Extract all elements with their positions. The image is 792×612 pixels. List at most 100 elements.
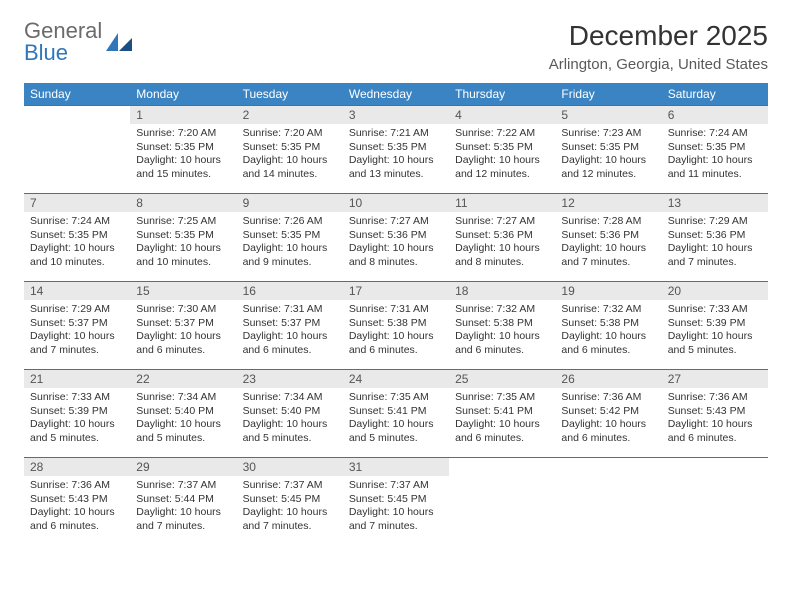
calendar-cell: 30Sunrise: 7:37 AMSunset: 5:45 PMDayligh… xyxy=(237,458,343,546)
sail-icon xyxy=(106,33,132,51)
calendar-cell: 31Sunrise: 7:37 AMSunset: 5:45 PMDayligh… xyxy=(343,458,449,546)
day-number: 16 xyxy=(237,282,343,300)
calendar-week-row: 21Sunrise: 7:33 AMSunset: 5:39 PMDayligh… xyxy=(24,370,768,458)
day-details: Sunrise: 7:35 AMSunset: 5:41 PMDaylight:… xyxy=(449,388,555,450)
calendar-cell: 23Sunrise: 7:34 AMSunset: 5:40 PMDayligh… xyxy=(237,370,343,458)
day-header: Wednesday xyxy=(343,83,449,106)
day-details: Sunrise: 7:21 AMSunset: 5:35 PMDaylight:… xyxy=(343,124,449,186)
calendar-cell: 16Sunrise: 7:31 AMSunset: 5:37 PMDayligh… xyxy=(237,282,343,370)
day-details: Sunrise: 7:27 AMSunset: 5:36 PMDaylight:… xyxy=(343,212,449,274)
day-header: Thursday xyxy=(449,83,555,106)
calendar-cell: 3Sunrise: 7:21 AMSunset: 5:35 PMDaylight… xyxy=(343,106,449,194)
day-details: Sunrise: 7:35 AMSunset: 5:41 PMDaylight:… xyxy=(343,388,449,450)
day-number: 8 xyxy=(130,194,236,212)
day-details: Sunrise: 7:37 AMSunset: 5:45 PMDaylight:… xyxy=(343,476,449,538)
day-number: 6 xyxy=(662,106,768,124)
calendar-table: Sunday Monday Tuesday Wednesday Thursday… xyxy=(24,83,768,546)
day-details: Sunrise: 7:33 AMSunset: 5:39 PMDaylight:… xyxy=(662,300,768,362)
day-number: 12 xyxy=(555,194,661,212)
day-details: Sunrise: 7:22 AMSunset: 5:35 PMDaylight:… xyxy=(449,124,555,186)
calendar-cell: 2Sunrise: 7:20 AMSunset: 5:35 PMDaylight… xyxy=(237,106,343,194)
day-header: Tuesday xyxy=(237,83,343,106)
calendar-week-row: . 1Sunrise: 7:20 AMSunset: 5:35 PMDaylig… xyxy=(24,106,768,194)
day-header: Friday xyxy=(555,83,661,106)
day-details: Sunrise: 7:26 AMSunset: 5:35 PMDaylight:… xyxy=(237,212,343,274)
calendar-cell: 21Sunrise: 7:33 AMSunset: 5:39 PMDayligh… xyxy=(24,370,130,458)
day-details: Sunrise: 7:31 AMSunset: 5:38 PMDaylight:… xyxy=(343,300,449,362)
calendar-cell: 11Sunrise: 7:27 AMSunset: 5:36 PMDayligh… xyxy=(449,194,555,282)
day-number: 20 xyxy=(662,282,768,300)
brand-word2: Blue xyxy=(24,40,68,65)
day-number: 24 xyxy=(343,370,449,388)
day-details: Sunrise: 7:20 AMSunset: 5:35 PMDaylight:… xyxy=(130,124,236,186)
calendar-cell: . xyxy=(24,106,130,194)
day-number: 17 xyxy=(343,282,449,300)
title-block: December 2025 Arlington, Georgia, United… xyxy=(549,20,768,73)
day-details: Sunrise: 7:25 AMSunset: 5:35 PMDaylight:… xyxy=(130,212,236,274)
calendar-cell: 29Sunrise: 7:37 AMSunset: 5:44 PMDayligh… xyxy=(130,458,236,546)
day-number: 31 xyxy=(343,458,449,476)
location-text: Arlington, Georgia, United States xyxy=(549,56,768,73)
day-details: Sunrise: 7:37 AMSunset: 5:44 PMDaylight:… xyxy=(130,476,236,538)
day-details: Sunrise: 7:27 AMSunset: 5:36 PMDaylight:… xyxy=(449,212,555,274)
page-header: General Blue December 2025 Arlington, Ge… xyxy=(24,20,768,73)
day-number: 7 xyxy=(24,194,130,212)
day-number: 27 xyxy=(662,370,768,388)
calendar-week-row: 14Sunrise: 7:29 AMSunset: 5:37 PMDayligh… xyxy=(24,282,768,370)
calendar-cell: 14Sunrise: 7:29 AMSunset: 5:37 PMDayligh… xyxy=(24,282,130,370)
day-details: Sunrise: 7:31 AMSunset: 5:37 PMDaylight:… xyxy=(237,300,343,362)
calendar-cell: 24Sunrise: 7:35 AMSunset: 5:41 PMDayligh… xyxy=(343,370,449,458)
day-number: 2 xyxy=(237,106,343,124)
day-details: Sunrise: 7:34 AMSunset: 5:40 PMDaylight:… xyxy=(237,388,343,450)
calendar-cell: 4Sunrise: 7:22 AMSunset: 5:35 PMDaylight… xyxy=(449,106,555,194)
brand-logo: General Blue xyxy=(24,20,132,64)
day-details: Sunrise: 7:24 AMSunset: 5:35 PMDaylight:… xyxy=(662,124,768,186)
calendar-cell: . xyxy=(662,458,768,546)
day-details: Sunrise: 7:33 AMSunset: 5:39 PMDaylight:… xyxy=(24,388,130,450)
day-header: Sunday xyxy=(24,83,130,106)
day-number: 5 xyxy=(555,106,661,124)
calendar-cell: 18Sunrise: 7:32 AMSunset: 5:38 PMDayligh… xyxy=(449,282,555,370)
day-number: 18 xyxy=(449,282,555,300)
day-details: Sunrise: 7:29 AMSunset: 5:36 PMDaylight:… xyxy=(662,212,768,274)
day-number: 15 xyxy=(130,282,236,300)
day-number: 25 xyxy=(449,370,555,388)
calendar-cell: 10Sunrise: 7:27 AMSunset: 5:36 PMDayligh… xyxy=(343,194,449,282)
day-number: 29 xyxy=(130,458,236,476)
calendar-cell: 25Sunrise: 7:35 AMSunset: 5:41 PMDayligh… xyxy=(449,370,555,458)
day-number: 3 xyxy=(343,106,449,124)
day-number: 26 xyxy=(555,370,661,388)
calendar-cell: 15Sunrise: 7:30 AMSunset: 5:37 PMDayligh… xyxy=(130,282,236,370)
brand-text: General Blue xyxy=(24,20,102,64)
calendar-cell: 6Sunrise: 7:24 AMSunset: 5:35 PMDaylight… xyxy=(662,106,768,194)
day-details: Sunrise: 7:28 AMSunset: 5:36 PMDaylight:… xyxy=(555,212,661,274)
calendar-cell: 22Sunrise: 7:34 AMSunset: 5:40 PMDayligh… xyxy=(130,370,236,458)
calendar-cell: 8Sunrise: 7:25 AMSunset: 5:35 PMDaylight… xyxy=(130,194,236,282)
day-number: 14 xyxy=(24,282,130,300)
day-number: 10 xyxy=(343,194,449,212)
month-title: December 2025 xyxy=(549,20,768,52)
day-details: Sunrise: 7:32 AMSunset: 5:38 PMDaylight:… xyxy=(449,300,555,362)
day-number: 4 xyxy=(449,106,555,124)
day-number: 1 xyxy=(130,106,236,124)
day-number: 23 xyxy=(237,370,343,388)
calendar-cell: 20Sunrise: 7:33 AMSunset: 5:39 PMDayligh… xyxy=(662,282,768,370)
day-details: Sunrise: 7:29 AMSunset: 5:37 PMDaylight:… xyxy=(24,300,130,362)
day-details: Sunrise: 7:37 AMSunset: 5:45 PMDaylight:… xyxy=(237,476,343,538)
calendar-cell: 9Sunrise: 7:26 AMSunset: 5:35 PMDaylight… xyxy=(237,194,343,282)
day-number: 9 xyxy=(237,194,343,212)
day-number: 13 xyxy=(662,194,768,212)
calendar-cell: 5Sunrise: 7:23 AMSunset: 5:35 PMDaylight… xyxy=(555,106,661,194)
calendar-cell: 28Sunrise: 7:36 AMSunset: 5:43 PMDayligh… xyxy=(24,458,130,546)
day-header-row: Sunday Monday Tuesday Wednesday Thursday… xyxy=(24,83,768,106)
calendar-cell: 12Sunrise: 7:28 AMSunset: 5:36 PMDayligh… xyxy=(555,194,661,282)
day-number: 30 xyxy=(237,458,343,476)
calendar-cell: 17Sunrise: 7:31 AMSunset: 5:38 PMDayligh… xyxy=(343,282,449,370)
day-details: Sunrise: 7:34 AMSunset: 5:40 PMDaylight:… xyxy=(130,388,236,450)
day-details: Sunrise: 7:24 AMSunset: 5:35 PMDaylight:… xyxy=(24,212,130,274)
day-details: Sunrise: 7:23 AMSunset: 5:35 PMDaylight:… xyxy=(555,124,661,186)
day-details: Sunrise: 7:36 AMSunset: 5:43 PMDaylight:… xyxy=(24,476,130,538)
calendar-cell: 19Sunrise: 7:32 AMSunset: 5:38 PMDayligh… xyxy=(555,282,661,370)
day-header: Saturday xyxy=(662,83,768,106)
calendar-cell: 7Sunrise: 7:24 AMSunset: 5:35 PMDaylight… xyxy=(24,194,130,282)
